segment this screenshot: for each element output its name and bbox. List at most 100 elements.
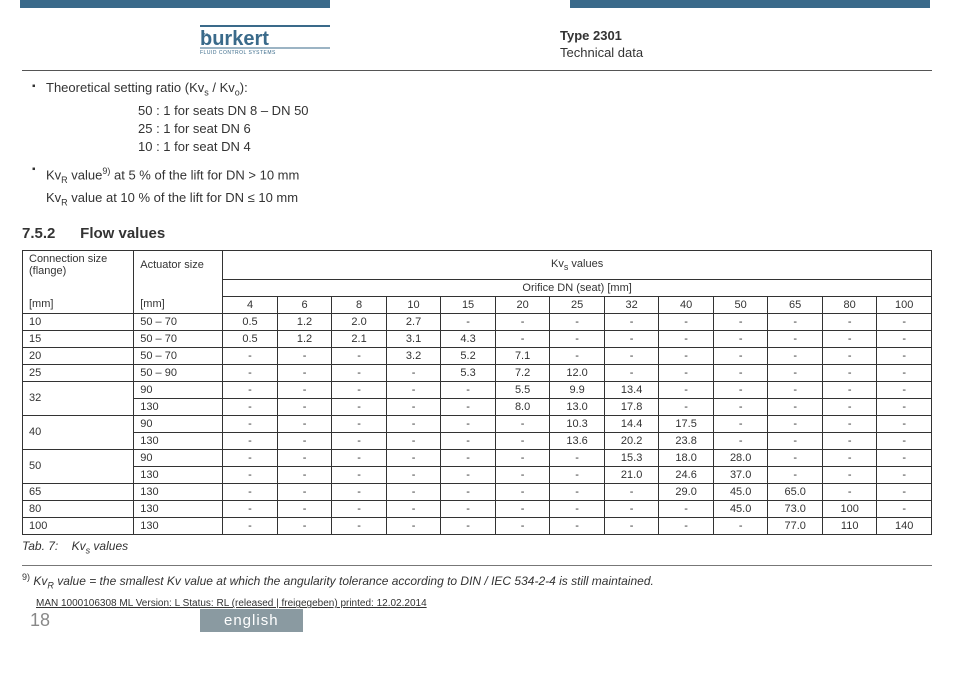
language-badge: english (200, 609, 303, 632)
cell-value: - (713, 398, 768, 415)
cell-value: 9.9 (550, 381, 605, 398)
cell-actuator: 50 – 70 (134, 330, 223, 347)
cell-value: 13.6 (550, 432, 605, 449)
cell-actuator: 50 – 70 (134, 347, 223, 364)
cell-value: - (877, 364, 932, 381)
page-footer: 18 english (0, 609, 954, 638)
table-row: 4090------10.314.417.5---- (23, 415, 932, 432)
cell-value: - (495, 432, 550, 449)
bullet-text: Theoretical setting ratio (Kvs / Kvo): (46, 79, 932, 102)
cell-value: 20.2 (604, 432, 659, 449)
cell-value: - (332, 432, 387, 449)
cell-value: - (223, 517, 278, 534)
cell-value: 3.1 (386, 330, 441, 347)
cell-value: - (768, 381, 823, 398)
cell-value: - (223, 500, 278, 517)
cell-connection: 10 (23, 313, 134, 330)
table-row: 5090-------15.318.028.0--- (23, 449, 932, 466)
col-unit: [mm] (134, 296, 223, 313)
cell-value: 3.2 (386, 347, 441, 364)
cell-value: - (659, 313, 714, 330)
cell-value: - (550, 500, 605, 517)
cell-connection: 15 (23, 330, 134, 347)
cell-value: - (386, 517, 441, 534)
cell-value: 45.0 (713, 483, 768, 500)
cell-value: - (768, 398, 823, 415)
section-heading: 7.5.2 Flow values (22, 225, 932, 242)
cell-value: - (386, 381, 441, 398)
cell-actuator: 130 (134, 483, 223, 500)
cell-value: - (386, 398, 441, 415)
cell-value: 2.1 (332, 330, 387, 347)
cell-value: - (713, 364, 768, 381)
cell-value: 5.3 (441, 364, 496, 381)
col-header-orifice-val: 40 (659, 296, 714, 313)
cell-value: - (223, 364, 278, 381)
svg-text:¨: ¨ (204, 32, 208, 44)
burkert-logo-icon: burkert ¨ FLUID CONTROL SYSTEMS (200, 22, 330, 57)
cell-value: - (822, 313, 877, 330)
col-header-orifice-val: 15 (441, 296, 496, 313)
cell-value: - (877, 347, 932, 364)
page-header: burkert ¨ FLUID CONTROL SYSTEMS Type 230… (0, 8, 954, 70)
cell-value: - (768, 330, 823, 347)
cell-value: - (277, 398, 332, 415)
cell-value: - (713, 381, 768, 398)
cell-value: 13.0 (550, 398, 605, 415)
cell-connection: 40 (23, 415, 134, 449)
cell-value: 5.2 (441, 347, 496, 364)
cell-connection: 65 (23, 483, 134, 500)
svg-text:burkert: burkert (200, 28, 269, 50)
cell-actuator: 90 (134, 449, 223, 466)
doc-type: Type 2301 (560, 28, 643, 43)
cell-value: 10.3 (550, 415, 605, 432)
cell-actuator: 130 (134, 517, 223, 534)
cell-value: - (877, 415, 932, 432)
cell-value: - (386, 432, 441, 449)
cell-value: - (277, 500, 332, 517)
cell-value: - (277, 415, 332, 432)
cell-value: 23.8 (659, 432, 714, 449)
cell-actuator: 130 (134, 466, 223, 483)
cell-value: 24.6 (659, 466, 714, 483)
cell-value: - (768, 432, 823, 449)
cell-value: - (768, 415, 823, 432)
cell-value: - (659, 398, 714, 415)
bullet-indent-line: 10 : 1 for seat DN 4 (138, 138, 932, 156)
cell-value: 2.0 (332, 313, 387, 330)
cell-value: - (659, 347, 714, 364)
cell-value: - (713, 330, 768, 347)
footnote-divider (22, 565, 932, 566)
cell-value: - (332, 347, 387, 364)
col-header-actuator: Actuator size (134, 251, 223, 280)
table-row: 65130--------29.045.065.0-- (23, 483, 932, 500)
col-header-orifice-val: 32 (604, 296, 659, 313)
brand-logo: burkert ¨ FLUID CONTROL SYSTEMS (200, 22, 330, 60)
cell-value: - (877, 381, 932, 398)
col-header-orifice-val: 10 (386, 296, 441, 313)
cell-value: - (713, 347, 768, 364)
cell-value: 37.0 (713, 466, 768, 483)
cell-value: 18.0 (659, 449, 714, 466)
cell-value: 7.1 (495, 347, 550, 364)
header-divider (22, 70, 932, 71)
cell-value: - (495, 517, 550, 534)
table-row: 130------13.620.223.8---- (23, 432, 932, 449)
col-header-orifice-val: 80 (822, 296, 877, 313)
cell-value: - (441, 313, 496, 330)
col-header-kvs: Kvs values (223, 251, 932, 280)
col-header-orifice-val: 20 (495, 296, 550, 313)
col-header-orifice-val: 25 (550, 296, 605, 313)
cell-value: - (604, 500, 659, 517)
cell-value: - (877, 330, 932, 347)
col-header-orifice-val: 100 (877, 296, 932, 313)
cell-value: - (768, 347, 823, 364)
table-row: 1550 – 700.51.22.13.14.3-------- (23, 330, 932, 347)
section-number: 7.5.2 (22, 225, 76, 242)
cell-value: - (495, 415, 550, 432)
table-row: 2050 – 70---3.25.27.1------- (23, 347, 932, 364)
bullet-indent-line: 50 : 1 for seats DN 8 – DN 50 (138, 102, 932, 120)
col-unit: [mm] (23, 296, 134, 313)
cell-value: - (332, 415, 387, 432)
cell-value: - (332, 517, 387, 534)
